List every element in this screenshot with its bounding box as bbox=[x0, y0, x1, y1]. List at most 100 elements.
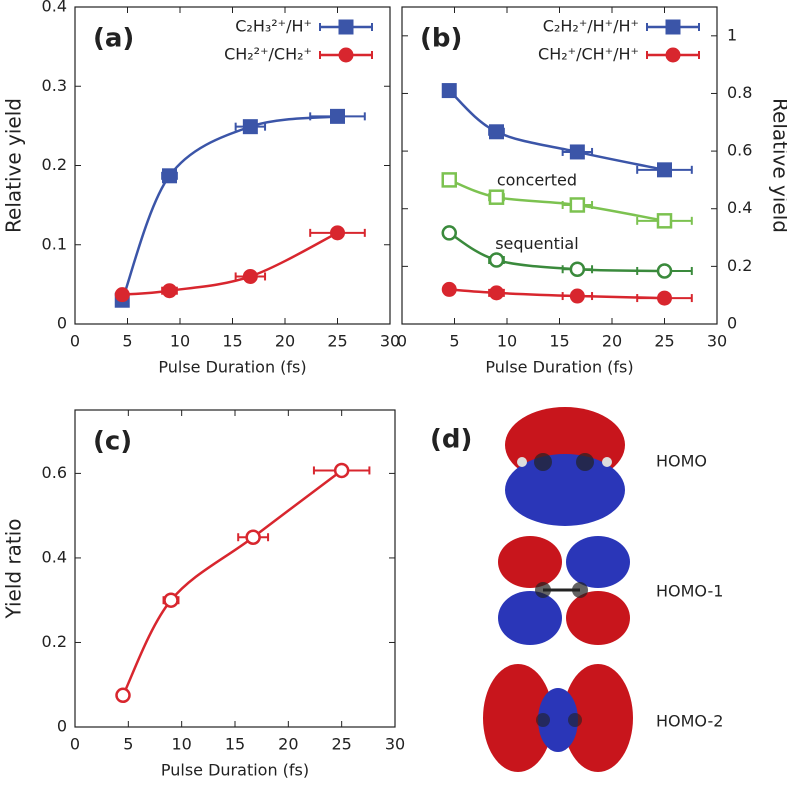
series-line bbox=[122, 116, 337, 300]
y-axis-label: Yield ratio bbox=[2, 518, 26, 619]
atom bbox=[572, 582, 588, 598]
marker bbox=[243, 269, 257, 283]
marker bbox=[115, 288, 129, 302]
series-label: sequential bbox=[495, 234, 578, 253]
plot-frame bbox=[75, 410, 395, 727]
marker bbox=[490, 254, 503, 267]
x-tick-label: 25 bbox=[331, 735, 351, 754]
marker bbox=[165, 594, 178, 607]
marker bbox=[658, 214, 671, 227]
marker bbox=[331, 109, 345, 123]
x-axis-label: Pulse Duration (fs) bbox=[158, 358, 306, 377]
x-tick-label: 5 bbox=[123, 735, 133, 754]
y-tick-label: 0 bbox=[57, 717, 67, 736]
y-tick-label: 0.4 bbox=[727, 198, 752, 217]
marker bbox=[658, 163, 672, 177]
x-tick-label: 30 bbox=[707, 332, 727, 351]
series-line bbox=[122, 233, 337, 295]
marker bbox=[163, 169, 177, 183]
x-tick-label: 5 bbox=[449, 332, 459, 351]
x-tick-label: 15 bbox=[549, 332, 569, 351]
marker bbox=[117, 689, 130, 702]
atom bbox=[535, 582, 551, 598]
atom bbox=[517, 457, 527, 467]
atom bbox=[568, 713, 582, 727]
y-tick-label: 0.4 bbox=[42, 547, 67, 566]
y-tick-label: 0.6 bbox=[727, 141, 752, 160]
legend-marker bbox=[339, 48, 353, 62]
marker bbox=[442, 84, 456, 98]
series-line bbox=[449, 289, 664, 298]
y-tick-label: 0.2 bbox=[727, 256, 752, 275]
marker bbox=[443, 226, 456, 239]
marker bbox=[247, 531, 260, 544]
x-tick-label: 0 bbox=[70, 332, 80, 351]
marker bbox=[490, 191, 503, 204]
marker bbox=[571, 198, 584, 211]
panel-label: (c) bbox=[93, 427, 132, 457]
orbital-name: HOMO-2 bbox=[656, 712, 723, 731]
series-line bbox=[449, 91, 664, 170]
atom bbox=[536, 713, 550, 727]
x-tick-label: 30 bbox=[385, 735, 405, 754]
orbital-name: HOMO-1 bbox=[656, 582, 723, 601]
marker bbox=[570, 289, 584, 303]
y-tick-label: 0 bbox=[57, 314, 67, 333]
atom bbox=[534, 453, 552, 471]
x-tick-label: 25 bbox=[654, 332, 674, 351]
marker bbox=[658, 264, 671, 277]
legend-label: C₂H₂⁺/H⁺/H⁺ bbox=[543, 17, 639, 36]
atom bbox=[576, 453, 594, 471]
y-tick-label: 0.4 bbox=[42, 0, 67, 16]
x-tick-label: 0 bbox=[397, 332, 407, 351]
legend-marker bbox=[339, 20, 353, 34]
orbital-name: HOMO bbox=[656, 452, 707, 471]
panel-label: (b) bbox=[420, 24, 462, 54]
marker bbox=[163, 284, 177, 298]
x-tick-label: 10 bbox=[170, 332, 190, 351]
lobe bbox=[566, 591, 630, 645]
y-axis-label: Relative yield bbox=[769, 98, 787, 233]
legend-label: CH₂⁺/CH⁺/H⁺ bbox=[538, 45, 639, 64]
panel-label: (d) bbox=[430, 425, 472, 455]
y-axis-label: Relative yield bbox=[2, 98, 26, 233]
x-tick-label: 15 bbox=[225, 735, 245, 754]
x-tick-label: 25 bbox=[327, 332, 347, 351]
y-tick-label: 0.8 bbox=[727, 83, 752, 102]
atom bbox=[602, 457, 612, 467]
y-tick-label: 0.1 bbox=[42, 234, 67, 253]
y-tick-label: 0.2 bbox=[42, 632, 67, 651]
x-tick-label: 10 bbox=[497, 332, 517, 351]
y-tick-label: 1 bbox=[727, 25, 737, 44]
x-tick-label: 5 bbox=[122, 332, 132, 351]
lobe bbox=[566, 536, 630, 588]
marker bbox=[658, 291, 672, 305]
y-tick-label: 0.3 bbox=[42, 76, 67, 95]
marker bbox=[443, 173, 456, 186]
y-tick-label: 0.2 bbox=[42, 155, 67, 174]
series-label: concerted bbox=[497, 171, 577, 190]
marker bbox=[442, 282, 456, 296]
lobe bbox=[498, 591, 562, 645]
orbital-panel: (d) HOMO HOMO-1 HOMO-2 bbox=[430, 407, 723, 772]
x-tick-label: 15 bbox=[222, 332, 242, 351]
series-line bbox=[123, 470, 342, 695]
x-tick-label: 20 bbox=[278, 735, 298, 754]
x-tick-label: 20 bbox=[602, 332, 622, 351]
legend-marker bbox=[666, 20, 680, 34]
marker bbox=[570, 145, 584, 159]
lobe bbox=[498, 536, 562, 588]
marker bbox=[243, 120, 257, 134]
x-tick-label: 20 bbox=[275, 332, 295, 351]
y-tick-label: 0 bbox=[727, 314, 737, 333]
marker bbox=[331, 226, 345, 240]
marker bbox=[335, 464, 348, 477]
legend-marker bbox=[666, 48, 680, 62]
x-axis-label: Pulse Duration (fs) bbox=[485, 358, 633, 377]
marker bbox=[490, 125, 504, 139]
x-tick-label: 10 bbox=[171, 735, 191, 754]
x-tick-label: 0 bbox=[70, 735, 80, 754]
